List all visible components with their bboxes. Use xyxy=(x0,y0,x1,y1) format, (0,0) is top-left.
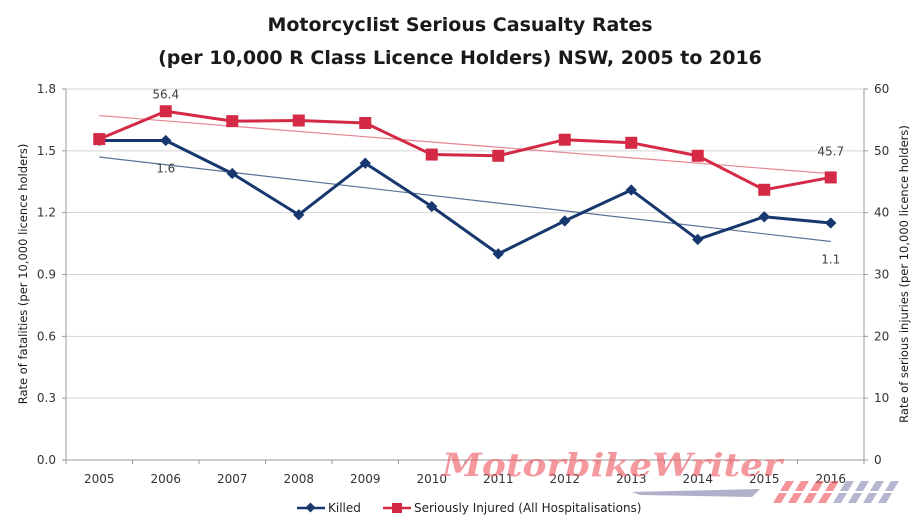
marker-killed xyxy=(160,134,172,147)
data-label: 56.4 xyxy=(152,87,179,101)
checker-square xyxy=(780,481,794,491)
left-tick-label: 0.0 xyxy=(37,453,56,467)
right-tick-label: 60 xyxy=(874,82,889,96)
left-axis-ticks: 0.0 0.3 0.6 0.9 1.2 1.5 1.8 xyxy=(37,82,66,467)
watermark: MotorbikeWriter xyxy=(441,446,899,503)
right-tick-label: 20 xyxy=(874,329,889,343)
trendlines xyxy=(99,114,831,243)
gridlines xyxy=(66,88,864,399)
marker-killed xyxy=(758,211,770,223)
marker-seriously-injured xyxy=(758,183,771,196)
x-tick-label: 2010 xyxy=(416,472,447,486)
marker-seriously-injured xyxy=(824,171,837,184)
trendline-seriously-injured xyxy=(99,114,831,175)
x-axis-ticks: 2005 2006 2007 2008 2009 2010 2011 2012 2013 2014… xyxy=(65,460,865,486)
marker-seriously-injured xyxy=(425,148,438,161)
watermark-swoosh xyxy=(632,489,760,497)
marker-seriously-injured xyxy=(226,115,239,128)
data-label: 45.7 xyxy=(817,144,844,158)
marker-seriously-injured xyxy=(93,133,106,146)
marker-seriously-injured xyxy=(691,149,704,162)
checker-square xyxy=(773,493,787,503)
right-tick-label: 30 xyxy=(874,268,889,282)
markers xyxy=(93,105,837,260)
legend-killed-label: Killed xyxy=(328,501,361,515)
marker-killed xyxy=(426,200,438,213)
checker-square xyxy=(788,493,802,503)
marker-seriously-injured xyxy=(558,133,571,146)
x-tick-label: 2006 xyxy=(150,472,181,486)
marker-killed xyxy=(559,215,571,227)
left-tick-label: 1.8 xyxy=(37,82,56,96)
x-tick-label: 2016 xyxy=(815,472,846,486)
marker-killed xyxy=(226,167,238,180)
checker-square xyxy=(818,493,832,503)
series-line-killed xyxy=(99,139,831,256)
marker-killed xyxy=(692,233,704,246)
data-label: 1.6 xyxy=(156,162,175,176)
checker-square xyxy=(848,493,862,503)
checker-square xyxy=(863,493,877,503)
series-lines xyxy=(98,109,832,256)
left-tick-label: 0.6 xyxy=(37,329,56,343)
marker-killed xyxy=(293,209,305,221)
x-tick-label: 2007 xyxy=(217,472,248,486)
legend-item-seriously-injured[interactable]: Seriously Injured (All Hospitalisations) xyxy=(383,501,641,515)
right-tick-label: 40 xyxy=(874,206,889,220)
x-tick-label: 2014 xyxy=(682,472,713,486)
annotations: 56.4 1.6 45.7 1.1 xyxy=(152,87,844,266)
checker-square xyxy=(803,493,817,503)
x-tick-label: 2008 xyxy=(283,472,314,486)
right-tick-label: 10 xyxy=(874,391,889,405)
x-tick-label: 2013 xyxy=(616,472,647,486)
left-tick-label: 0.3 xyxy=(37,391,56,405)
x-tick-label: 2012 xyxy=(549,472,580,486)
marker-killed xyxy=(359,157,371,169)
right-tick-label: 50 xyxy=(874,144,889,158)
chart-subtitle: (per 10,000 R Class Licence Holders) NSW… xyxy=(158,47,762,69)
legend-killed-marker xyxy=(305,502,316,513)
left-axis-label: Rate of fatalities (per 10,000 licence h… xyxy=(16,144,30,405)
x-tick-label: 2005 xyxy=(84,472,115,486)
right-axis-label: Rate of serious injuries (per 10,000 lic… xyxy=(897,125,911,423)
watermark-checkers xyxy=(773,481,899,503)
x-tick-label: 2011 xyxy=(483,472,514,486)
right-axis-ticks: 0 10 20 30 40 50 60 xyxy=(864,82,889,467)
chart-title: Motorcyclist Serious Casualty Rates xyxy=(267,14,652,36)
left-tick-label: 1.5 xyxy=(37,144,56,158)
marker-seriously-injured xyxy=(625,136,638,149)
marker-seriously-injured xyxy=(292,114,305,127)
legend-injured-marker xyxy=(392,503,402,513)
left-tick-label: 0.9 xyxy=(37,268,56,282)
checker-square xyxy=(855,481,869,491)
x-tick-label: 2015 xyxy=(749,472,780,486)
legend-injured-label: Seriously Injured (All Hospitalisations) xyxy=(414,501,641,515)
checker-square xyxy=(833,493,847,503)
marker-seriously-injured xyxy=(159,105,172,118)
checker-square xyxy=(885,481,899,491)
left-tick-label: 1.2 xyxy=(37,206,56,220)
series-line-seriously-injured xyxy=(98,109,832,192)
x-tick-label: 2009 xyxy=(350,472,381,486)
legend: Killed Seriously Injured (All Hospitalis… xyxy=(297,501,641,515)
checker-square xyxy=(810,481,824,491)
checker-square xyxy=(840,481,854,491)
marker-killed xyxy=(492,248,504,260)
marker-seriously-injured xyxy=(359,117,372,130)
legend-item-killed[interactable]: Killed xyxy=(297,501,361,515)
data-label: 1.1 xyxy=(821,253,840,267)
marker-killed xyxy=(625,184,637,196)
checker-square xyxy=(795,481,809,491)
marker-seriously-injured xyxy=(492,149,505,162)
watermark-text: MotorbikeWriter xyxy=(441,446,785,484)
checker-square xyxy=(878,493,892,503)
checker-square xyxy=(870,481,884,491)
marker-killed xyxy=(825,217,837,229)
right-tick-label: 0 xyxy=(874,453,882,467)
trendline-killed xyxy=(99,156,831,243)
checker-square xyxy=(825,481,839,491)
